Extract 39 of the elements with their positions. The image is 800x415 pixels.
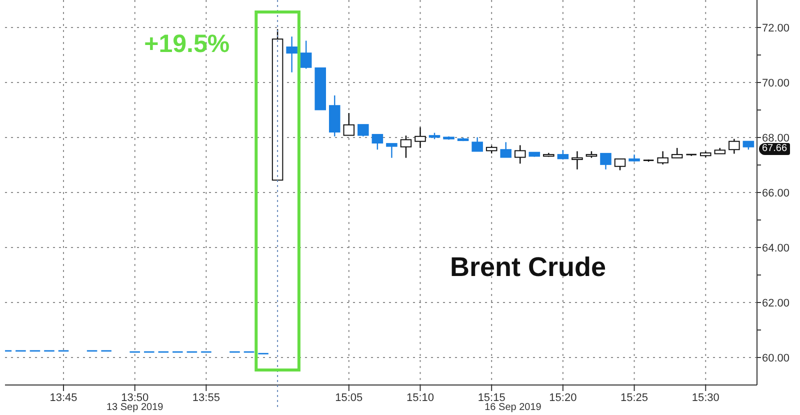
candlestick	[728, 138, 740, 154]
annotation: 67.66	[759, 142, 790, 155]
candlestick	[414, 126, 426, 149]
y-tick-label: 68.00	[762, 132, 790, 144]
candlestick	[600, 152, 612, 170]
candlestick	[400, 134, 412, 158]
text: 16 Sep 2019	[484, 402, 542, 413]
y-tick-label: 72.00	[762, 22, 790, 34]
candlestick	[386, 142, 398, 158]
y-tick-label: 66.00	[762, 187, 790, 200]
candlestick	[500, 142, 512, 158]
candlestick	[343, 112, 355, 136]
candlestick	[472, 136, 483, 152]
candlestick	[614, 158, 626, 171]
y-tick-label: 70.00	[762, 77, 790, 90]
text: Brent Crude	[450, 252, 606, 283]
x-tick-label: 15:30	[692, 392, 720, 404]
candlestick	[557, 150, 569, 160]
y-tick-label: 62.00	[762, 297, 790, 310]
annotation: +19.5%	[144, 30, 230, 59]
candlestick	[657, 150, 668, 166]
candlestick	[358, 124, 369, 137]
candlestick	[514, 144, 526, 164]
text: 13 Sep 2019	[105, 402, 164, 413]
y-tick-label: 60.00	[762, 352, 790, 364]
candlestick	[572, 150, 583, 170]
x-tick-label: 15:15	[478, 392, 506, 404]
candlestick	[286, 36, 298, 73]
candlestick	[300, 40, 312, 70]
x-tick-label: 13:50	[121, 392, 149, 404]
candlestick	[671, 147, 683, 158]
y-tick-label: 64.00	[762, 242, 790, 254]
x-tick-label: 13:45	[50, 392, 78, 404]
x-tick-label: 15:05	[335, 392, 363, 404]
x-tick-label: 15:10	[406, 392, 434, 404]
x-tick-label: 13:55	[192, 392, 220, 404]
x-tick-label: 15:20	[549, 392, 577, 404]
x-tick-label: 15:25	[620, 392, 648, 404]
candlestick	[372, 134, 384, 150]
